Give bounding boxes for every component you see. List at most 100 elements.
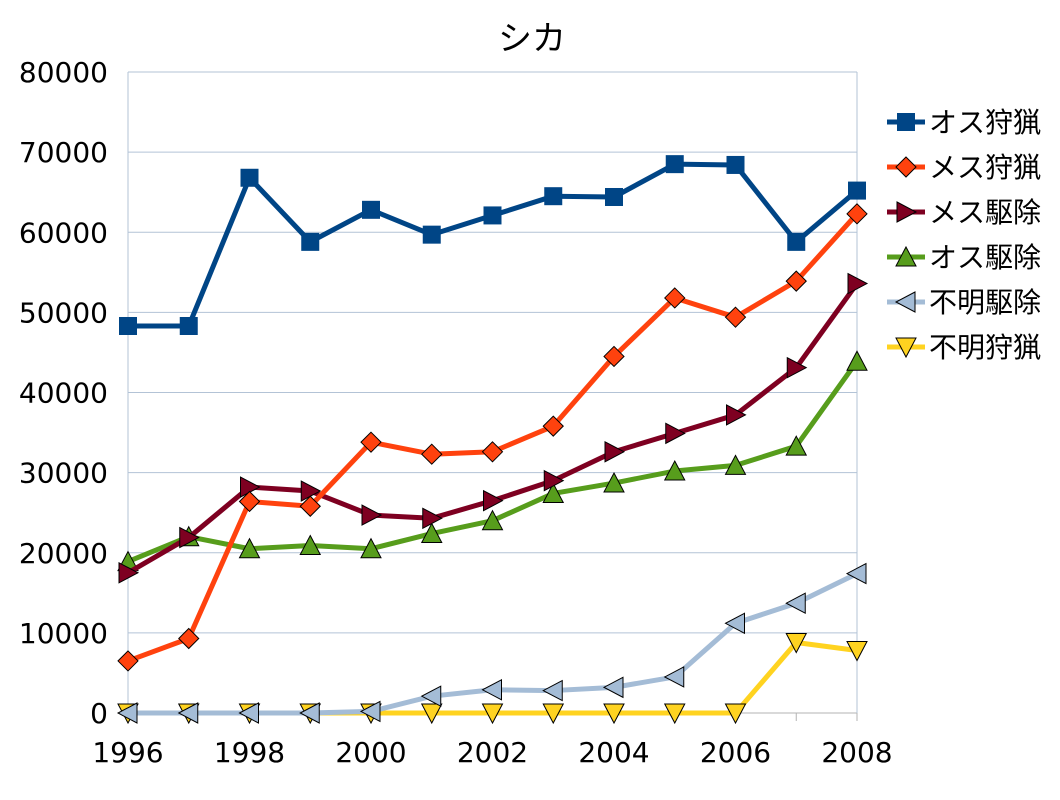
series-3 (118, 272, 869, 584)
legend-item: オス駆除 (887, 241, 1041, 274)
data-point (542, 415, 564, 437)
data-point (422, 507, 443, 530)
data-point (664, 287, 686, 309)
data-point (360, 537, 382, 559)
data-point (542, 703, 565, 725)
data-point (420, 703, 443, 725)
y-tick-label: 60000 (19, 216, 108, 249)
y-tick-label: 50000 (19, 296, 108, 329)
data-point (724, 612, 745, 635)
data-point (542, 482, 565, 503)
data-point (663, 703, 686, 725)
data-point (846, 203, 868, 225)
legend-label: メス駆除 (929, 196, 1041, 229)
legend-marker (895, 337, 917, 359)
series-line (128, 161, 859, 329)
data-point (605, 187, 623, 206)
data-point (481, 509, 504, 531)
legend-marker (895, 245, 917, 267)
data-point (726, 155, 745, 174)
data-point (299, 495, 321, 517)
data-point (603, 345, 625, 368)
data-point (483, 489, 504, 512)
data-point (483, 206, 502, 225)
data-point (787, 232, 806, 251)
data-point (238, 537, 261, 559)
data-point (846, 641, 868, 662)
y-tick-label: 0 (90, 697, 108, 730)
data-point (602, 676, 624, 699)
data-point (785, 592, 806, 615)
legend-marker (896, 201, 918, 223)
x-tick-label: 2000 (335, 736, 406, 769)
y-tick-label: 70000 (19, 136, 108, 169)
data-point (420, 522, 443, 544)
data-point (240, 168, 259, 187)
data-point (846, 350, 868, 371)
legend-label: オス狩猟 (929, 106, 1041, 139)
data-point (362, 200, 380, 219)
data-point (665, 422, 686, 445)
data-point (299, 702, 320, 724)
data-point (360, 431, 382, 453)
data-point (420, 685, 442, 708)
data-point (299, 534, 322, 556)
data-point (848, 181, 866, 200)
data-point (238, 702, 259, 724)
data-point (481, 703, 504, 725)
data-point (724, 703, 747, 725)
data-point (177, 702, 199, 724)
legend-marker (897, 113, 915, 131)
data-point (785, 435, 808, 456)
legend-marker (894, 291, 916, 313)
x-tick-label: 2008 (821, 736, 892, 769)
data-point (301, 232, 320, 251)
data-point (603, 703, 625, 725)
x-tick-label: 2004 (578, 736, 649, 769)
series-5 (116, 562, 867, 724)
data-point (665, 155, 684, 174)
data-point (726, 404, 747, 426)
gridlines (127, 71, 858, 721)
data-point (845, 562, 867, 585)
x-tick-label: 1998 (214, 736, 285, 769)
legend-label: 不明狩猟 (929, 331, 1041, 364)
data-point (300, 480, 322, 502)
y-axis-tick-labels: 0 10000 20000 30000 40000 50000 60000 70000 8000… (19, 56, 108, 730)
legend-label: 不明駆除 (929, 286, 1041, 319)
data-point (604, 440, 626, 463)
legend-label: メス狩猟 (929, 151, 1041, 184)
data-point (359, 700, 381, 723)
series-line (128, 639, 858, 716)
series-2 (117, 203, 868, 672)
legend-item: 不明駆除 (887, 286, 1041, 319)
chart-title: シカ (498, 19, 566, 59)
legend-item: メス狩猟 (887, 151, 1041, 184)
data-point (178, 627, 200, 650)
data-point (724, 454, 747, 475)
data-point (481, 441, 504, 463)
y-tick-label: 30000 (19, 457, 108, 490)
x-tick-label: 1996 (92, 736, 163, 769)
data-point (603, 471, 625, 493)
data-point (847, 272, 869, 295)
data-point (118, 561, 140, 584)
legend-item: 不明狩猟 (887, 331, 1041, 364)
data-point (179, 526, 200, 549)
data-point (481, 678, 502, 701)
data-point (117, 650, 139, 672)
series-group (116, 155, 869, 725)
data-point (544, 187, 563, 206)
data-point (542, 679, 563, 702)
series-1 (119, 155, 866, 335)
y-tick-label: 20000 (19, 537, 108, 570)
data-point (179, 316, 198, 335)
data-point (785, 270, 807, 292)
legend-marker (895, 156, 917, 178)
data-point (785, 632, 808, 654)
data-point (724, 306, 747, 328)
data-point (119, 316, 137, 335)
data-point (361, 504, 383, 526)
